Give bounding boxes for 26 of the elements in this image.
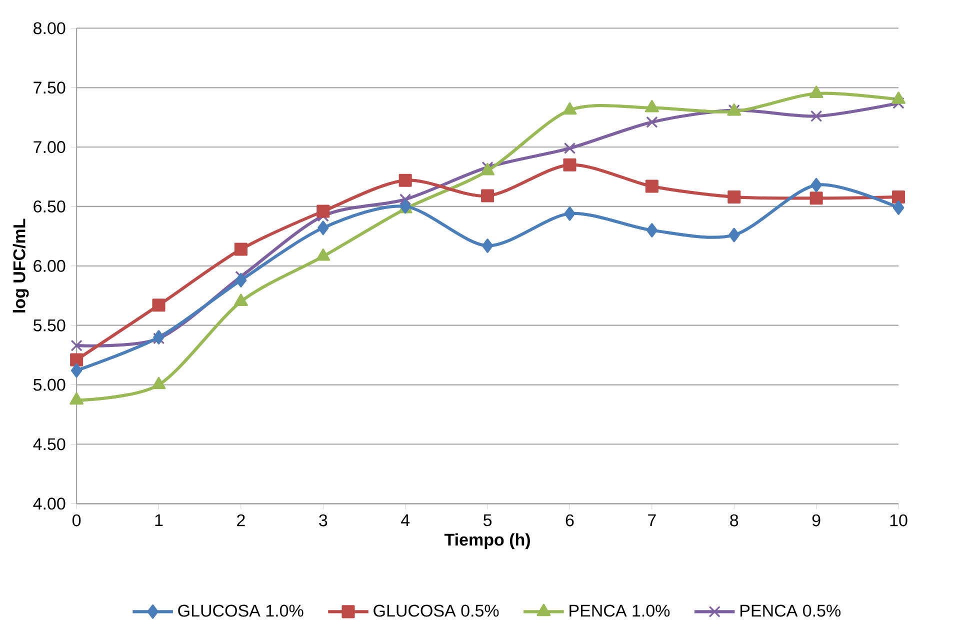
x-tick-label: 1 [155, 514, 163, 526]
x-tick-label: 2 [237, 514, 245, 526]
y-tick-label: 5.00 [34, 378, 66, 391]
y-tick-label: 4.50 [33, 438, 66, 450]
x-tick-label: 10 [890, 514, 908, 527]
x-tick-label: 7 [648, 514, 656, 526]
legend-label: GLUCOSA 0.5% [374, 604, 499, 617]
y-axis-title: log UFC/mL [12, 218, 29, 313]
x-tick-label: 3 [319, 514, 328, 527]
y-tick-label: 6.00 [34, 260, 66, 272]
x-tick-label: 4 [401, 514, 410, 526]
y-tick-label: 6.50 [34, 200, 66, 213]
x-axis-title: Tiempo (h) [444, 533, 530, 550]
y-tick-label: 7.00 [34, 141, 66, 154]
legend-label: GLUCOSA 1.0% [178, 604, 304, 617]
y-tick-label: 8.00 [34, 22, 66, 34]
y-tick-label: 4.00 [33, 498, 66, 510]
legend-label: PENCA 0.5% [740, 604, 840, 617]
legend-label: PENCA 1.0% [570, 604, 670, 617]
x-tick-label: 0 [72, 514, 81, 527]
x-tick-label: 5 [484, 514, 492, 526]
y-tick-label: 7.50 [34, 82, 66, 94]
x-tick-label: 8 [730, 514, 738, 527]
y-tick-label: 5.50 [34, 320, 66, 332]
x-tick-label: 6 [566, 514, 574, 527]
x-tick-label: 9 [812, 514, 820, 527]
